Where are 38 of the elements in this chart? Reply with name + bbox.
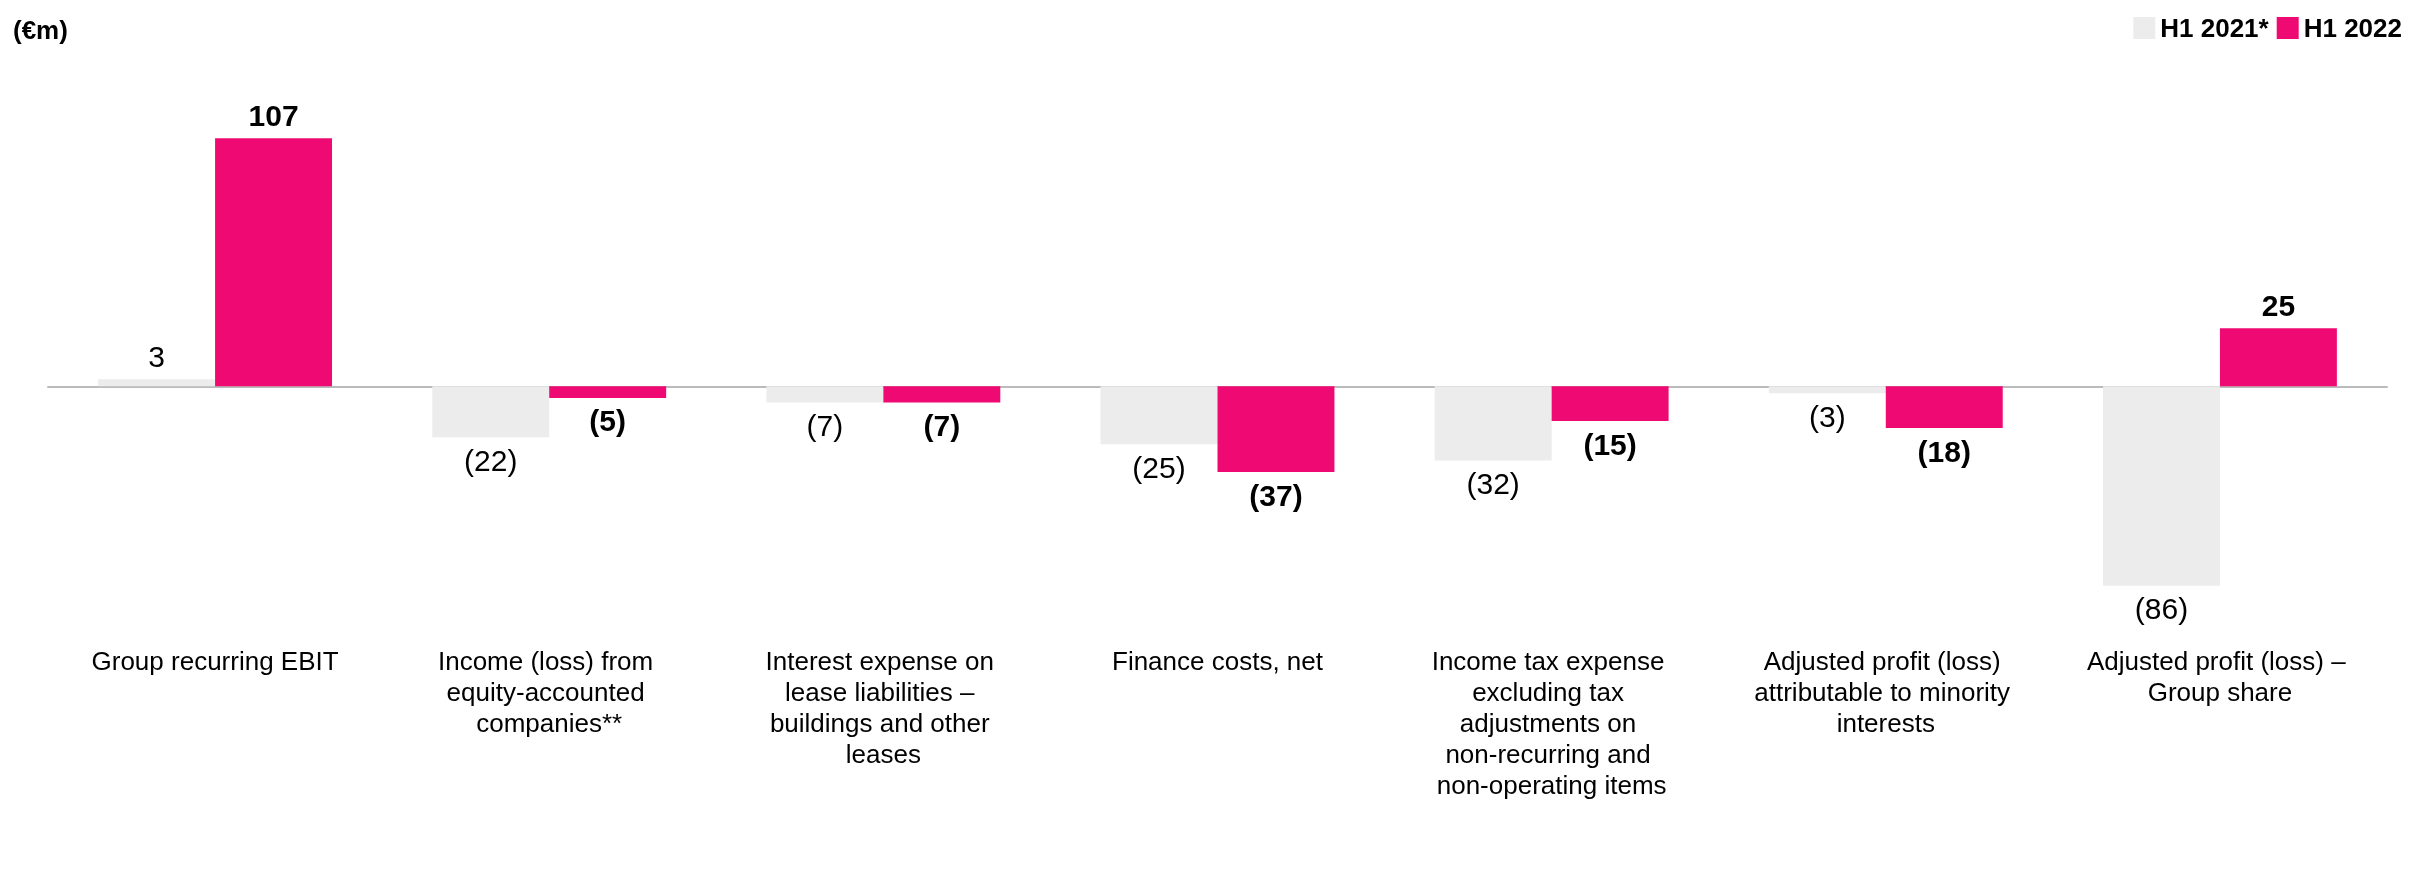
data-label: (32) [1466,467,1520,500]
x-tick-label: Income tax expense excluding tax adjustments on non-recurring and non-operating items [1431,645,1672,800]
data-label: (18) [1917,434,1971,468]
bar [883,386,1001,403]
bar [1768,386,1886,394]
data-label: (15) [1583,427,1637,461]
x-tick-label: Income (loss) from equity-accounted companies** [437,645,661,738]
bar [2102,386,2220,586]
bar [1217,386,1335,473]
bar [1434,386,1552,461]
data-label: (86) [2134,592,2189,626]
data-label: 107 [248,98,299,132]
data-label: (7) [923,409,961,443]
x-tick-label: Adjusted profit (loss) attributable to minority interests [1754,645,2018,738]
bar [432,386,550,438]
x-tick-label: Adjusted profit (loss) – Group share [2086,645,2353,707]
data-label: 25 [2261,288,2296,322]
data-label: (25) [1132,450,1186,484]
data-label: (22) [464,443,518,477]
x-tick-label: Finance costs, net [1112,645,1324,676]
bar [1100,386,1218,445]
bar [1885,386,2003,429]
y-axis-title: (€m) [13,15,68,45]
bar [98,379,216,387]
data-label: (7) [806,409,844,443]
data-label: (3) [1808,399,1846,433]
data-label: 3 [148,339,165,373]
bar [215,138,333,387]
x-tick-label: Group recurring EBIT [91,645,339,676]
bar [549,386,667,398]
data-label: (5) [589,404,627,438]
legend-label: H1 2021* [2160,13,2270,43]
legend-label: H1 2022 [2303,13,2403,43]
bar [766,386,884,403]
bar [1551,386,1669,422]
bar [2219,328,2337,387]
x-tick-label: Interest expense on lease liabilities – buildings and other leases [765,645,1002,769]
data-label: (37) [1249,478,1303,512]
